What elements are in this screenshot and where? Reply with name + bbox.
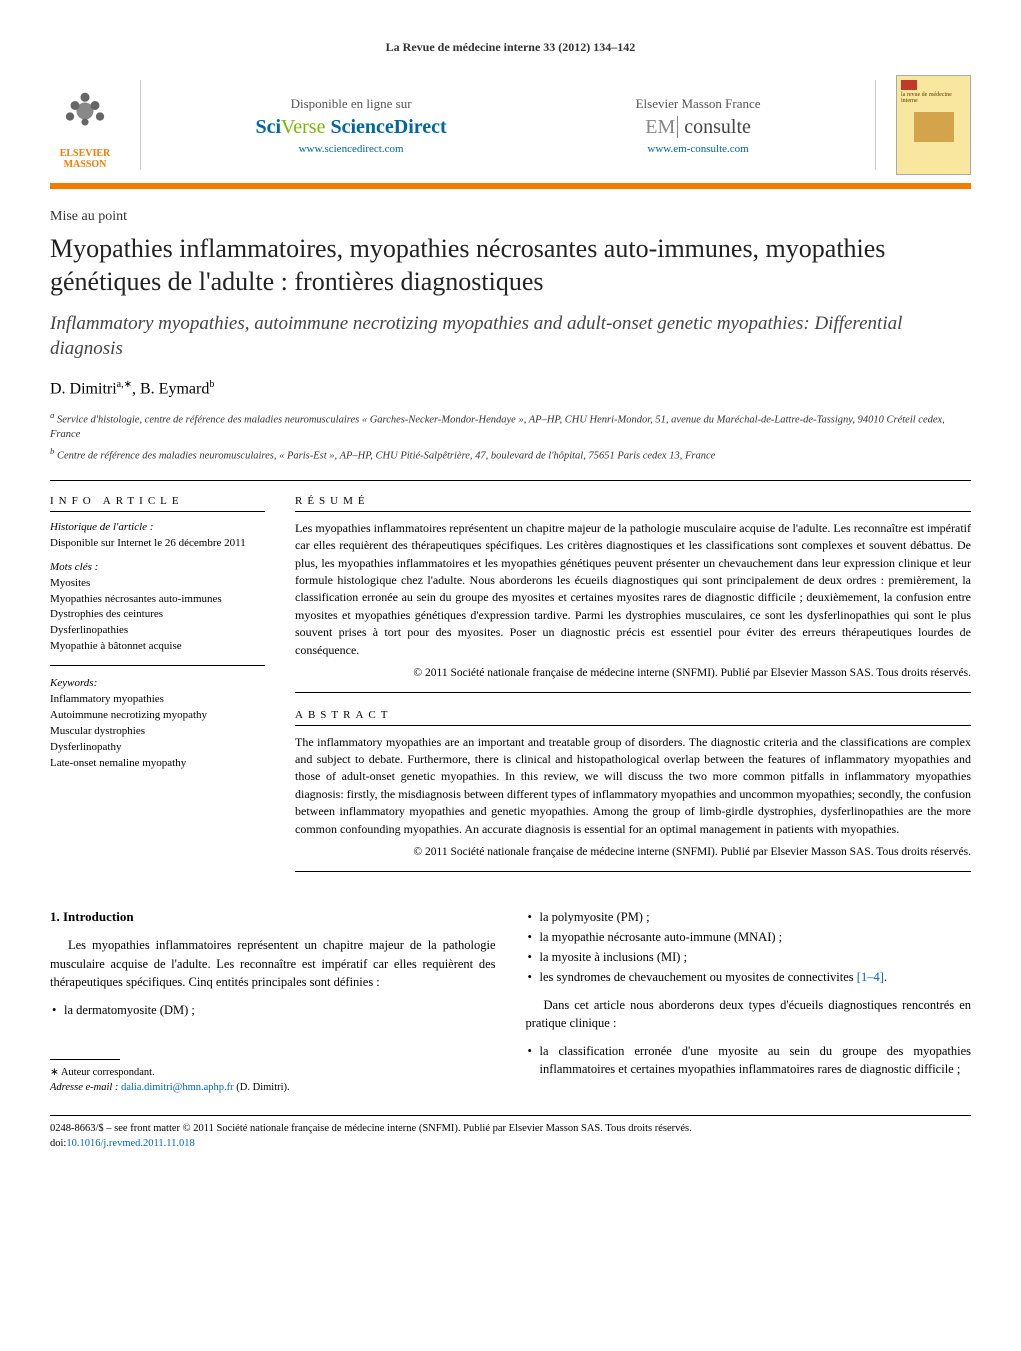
mots-cles-list: MyositesMyopathies nécrosantes auto-immu… (50, 576, 265, 656)
emconsulte-url[interactable]: www.em-consulte.com (636, 143, 761, 155)
corresp-label: ∗ Auteur correspondant. (50, 1066, 496, 1081)
publisher-name: ELSEVIER MASSON (50, 148, 120, 170)
info-article-head: info article (50, 495, 265, 512)
journal-cover-thumb: la revue de médecine interne (896, 75, 971, 175)
keyword-item: Late-onset nemaline myopathy (50, 756, 265, 772)
article-title-fr: Myopathies inflammatoires, myopathies né… (50, 233, 971, 298)
emconsulte-block: Elsevier Masson France EMconsulte www.em… (636, 96, 761, 155)
intro-list-3: la classification erronée d'une myosite … (526, 1042, 972, 1078)
author-1: D. Dimitri (50, 381, 117, 398)
journal-citation: La Revue de médecine interne 33 (2012) 1… (50, 40, 971, 55)
intro-list-2: la polymyosite (PM) ; la myopathie nécros… (526, 908, 972, 987)
sciencedirect-brand: SciVerse ScienceDirect (255, 116, 446, 139)
footer-copyright: 0248-8663/$ – see front matter © 2011 So… (50, 1122, 971, 1137)
keyword-item: Dysferlinopathy (50, 740, 265, 756)
online-sources: Disponible en ligne sur SciVerse Science… (140, 80, 876, 170)
mots-cles-label: Mots clés : (50, 560, 265, 576)
intro-para-2: Dans cet article nous aborderons deux ty… (526, 996, 972, 1032)
keyword-item: Muscular dystrophies (50, 724, 265, 740)
affiliation-b: b Centre de référence des maladies neuro… (50, 445, 971, 464)
affiliation-a: a Service d'histologie, centre de référe… (50, 409, 971, 443)
cover-title: la revue de médecine interne (901, 92, 966, 104)
resume-head: résumé (295, 495, 971, 512)
keyword-item: Myopathies nécrosantes auto-immunes (50, 592, 265, 608)
intro-para-1: Les myopathies inflammatoires représente… (50, 936, 496, 990)
corresp-name: (D. Dimitri). (234, 1082, 290, 1093)
author-1-affil: a,∗ (117, 379, 132, 390)
keywords-label: Keywords: (50, 676, 265, 692)
author-2-affil: b (209, 379, 214, 390)
list-item: la myopathie nécrosante auto-immune (MNA… (526, 928, 972, 946)
ref-link[interactable]: [1–4] (857, 970, 884, 984)
article-title-en: Inflammatory myopathies, autoimmune necr… (50, 312, 971, 361)
copyright-fr: © 2011 Société nationale française de mé… (295, 665, 971, 682)
cover-image-icon (914, 112, 954, 142)
footnote-separator (50, 1059, 120, 1060)
list-item: la classification erronée d'une myosite … (526, 1042, 972, 1078)
doi-label: doi: (50, 1138, 66, 1149)
keywords-block: Keywords: Inflammatory myopathiesAutoimm… (50, 676, 265, 782)
keyword-item: Inflammatory myopathies (50, 692, 265, 708)
keyword-item: Myosites (50, 576, 265, 592)
abstract-head: abstract (295, 709, 971, 726)
cover-flag-icon (901, 80, 917, 90)
sciencedirect-url[interactable]: www.sciencedirect.com (255, 143, 446, 155)
body-text: 1. Introduction Les myopathies inflammat… (50, 908, 971, 1096)
corresp-email-label: Adresse e-mail : (50, 1082, 118, 1093)
list-item: la myosite à inclusions (MI) ; (526, 948, 972, 966)
article-info-column: info article Historique de l'article : D… (50, 495, 265, 888)
abstract-column: résumé Les myopathies inflammatoires rep… (295, 495, 971, 888)
history-text: Disponible sur Internet le 26 décembre 2… (50, 536, 265, 552)
intro-heading: 1. Introduction (50, 908, 496, 927)
intro-list-1: la dermatomyosite (DM) ; (50, 1001, 496, 1019)
keyword-item: Myopathie à bâtonnet acquise (50, 639, 265, 655)
resume-body: Les myopathies inflammatoires représente… (295, 520, 971, 693)
elsevier-france-label: Elsevier Masson France (636, 96, 761, 112)
keyword-item: Autoimmune necrotizing myopathy (50, 708, 265, 724)
corresp-email[interactable]: dalia.dimitri@hmn.aphp.fr (121, 1082, 234, 1093)
emconsulte-brand: EMconsulte (636, 116, 761, 139)
publisher-logo: ELSEVIER MASSON (50, 80, 120, 170)
abstract-body: The inflammatory myopathies are an impor… (295, 734, 971, 872)
list-item: la dermatomyosite (DM) ; (50, 1001, 496, 1019)
keyword-item: Dysferlinopathies (50, 623, 265, 639)
page-footer: 0248-8663/$ – see front matter © 2011 So… (50, 1115, 971, 1151)
author-2: , B. Eymard (132, 381, 209, 398)
history-label: Historique de l'article : (50, 520, 265, 536)
history-block: Historique de l'article : Disponible sur… (50, 520, 265, 667)
list-item: la polymyosite (PM) ; (526, 908, 972, 926)
affiliations: a Service d'histologie, centre de référe… (50, 409, 971, 481)
body-col-left: 1. Introduction Les myopathies inflammat… (50, 908, 496, 1096)
header-banner: ELSEVIER MASSON Disponible en ligne sur … (50, 75, 971, 189)
copyright-en: © 2011 Société nationale française de mé… (295, 844, 971, 861)
elsevier-tree-icon (60, 89, 110, 144)
article-type: Mise au point (50, 209, 971, 225)
sciencedirect-block: Disponible en ligne sur SciVerse Science… (255, 96, 446, 155)
keywords-list: Inflammatory myopathiesAutoimmune necrot… (50, 692, 265, 772)
keyword-item: Dystrophies des ceintures (50, 607, 265, 623)
doi-link[interactable]: 10.1016/j.revmed.2011.11.018 (66, 1138, 194, 1149)
available-online-label: Disponible en ligne sur (255, 96, 446, 112)
corresponding-author: ∗ Auteur correspondant. Adresse e-mail :… (50, 1066, 496, 1095)
authors: D. Dimitria,∗, B. Eymardb (50, 379, 971, 398)
list-item: les syndromes de chevauchement ou myosit… (526, 968, 972, 986)
body-col-right: la polymyosite (PM) ; la myopathie nécros… (526, 908, 972, 1096)
